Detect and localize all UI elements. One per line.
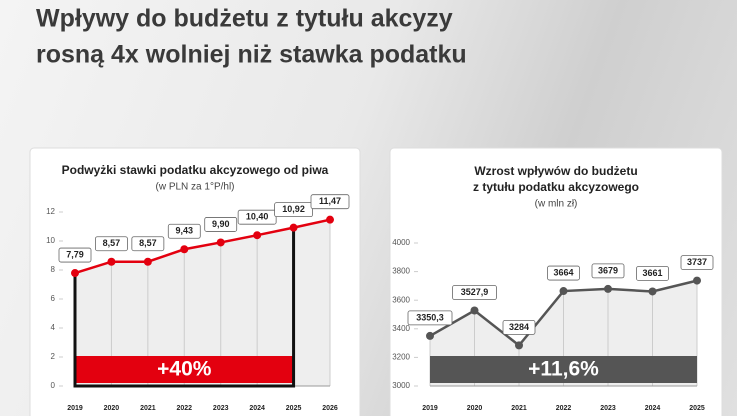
page-title: Wpływy do budżetu z tytułu akcyzy bbox=[36, 5, 453, 33]
x-tick-label: 2020 bbox=[467, 405, 483, 412]
y-tick-label: 8 bbox=[51, 265, 56, 274]
label-box bbox=[636, 266, 669, 281]
y-tick-label: 6 bbox=[51, 294, 56, 303]
point bbox=[289, 223, 298, 232]
y-tick-label: 3000 bbox=[392, 381, 410, 390]
chart-title: Podwyżki stawki podatku akcyzowego od pi… bbox=[62, 163, 329, 177]
chart-title: Wzrost wpływów do budżetu bbox=[474, 164, 637, 178]
point bbox=[515, 341, 523, 350]
point bbox=[180, 245, 189, 254]
x-tick-label: 2022 bbox=[176, 405, 192, 412]
y-tick-label: 0 bbox=[51, 381, 56, 390]
x-tick-label: 2024 bbox=[249, 405, 265, 412]
y-tick-label: 4000 bbox=[392, 238, 410, 247]
label-box bbox=[167, 223, 201, 239]
annotation: +40% bbox=[157, 358, 212, 381]
data-label: 3737 bbox=[687, 257, 707, 267]
point bbox=[71, 269, 79, 278]
page-title: rosną 4x wolniej niż stawka podatku bbox=[36, 41, 467, 69]
chart-subtitle: (w PLN za 1°P/hl) bbox=[155, 182, 234, 193]
label-box bbox=[95, 236, 128, 252]
x-tick-label: 2024 bbox=[645, 405, 661, 412]
data-label: 3679 bbox=[598, 265, 618, 275]
label-box bbox=[310, 194, 350, 210]
point bbox=[326, 215, 334, 224]
label-box bbox=[591, 263, 625, 279]
label-box bbox=[502, 319, 536, 335]
point bbox=[604, 284, 612, 293]
y-tick-label: 10 bbox=[46, 236, 55, 245]
point bbox=[143, 257, 152, 266]
data-label: 9,43 bbox=[176, 226, 194, 236]
y-tick-label: 4 bbox=[51, 323, 56, 332]
point bbox=[253, 231, 262, 240]
frame bbox=[73, 227, 296, 388]
data-label: 3284 bbox=[509, 322, 529, 332]
line bbox=[74, 218, 331, 275]
x-tick-label: 2019 bbox=[422, 405, 438, 412]
x-tick-label: 2021 bbox=[140, 405, 156, 412]
x-tick-label: 2019 bbox=[67, 405, 83, 412]
y-tick-label: 3400 bbox=[392, 324, 410, 333]
x-tick-label: 2020 bbox=[104, 405, 120, 412]
y-tick-label: 2 bbox=[51, 352, 56, 361]
data-label: 8,57 bbox=[103, 238, 121, 248]
label-box bbox=[204, 217, 238, 232]
x-tick-label: 2023 bbox=[213, 405, 229, 412]
x-tick-label: 2022 bbox=[556, 405, 572, 412]
point bbox=[470, 306, 479, 315]
point bbox=[559, 287, 568, 296]
label-box bbox=[274, 202, 313, 218]
label-box bbox=[547, 265, 580, 281]
data-label: 9,90 bbox=[212, 219, 230, 229]
label-box bbox=[131, 236, 165, 252]
y-tick-label: 3800 bbox=[392, 267, 410, 276]
annotation-band bbox=[430, 356, 697, 383]
annotation: +11,6% bbox=[528, 358, 599, 381]
data-label: 11,47 bbox=[319, 196, 341, 206]
data-label: 8,57 bbox=[139, 238, 157, 248]
data-label: 10,40 bbox=[246, 212, 269, 222]
label-box bbox=[237, 209, 277, 225]
x-tick-label: 2026 bbox=[322, 405, 338, 412]
label-box bbox=[407, 310, 453, 326]
area bbox=[75, 219, 330, 386]
chart-subtitle: (w mln zł) bbox=[535, 199, 578, 210]
annotation-band bbox=[75, 356, 294, 383]
label-box bbox=[58, 247, 92, 263]
label-box bbox=[452, 285, 497, 300]
data-label: 3661 bbox=[642, 268, 662, 278]
point bbox=[648, 287, 657, 296]
y-tick-label: 12 bbox=[46, 207, 55, 216]
data-label: 3350,3 bbox=[416, 312, 444, 322]
data-label: 3527,9 bbox=[461, 287, 489, 297]
x-tick-label: 2023 bbox=[600, 405, 616, 412]
chart-title: z tytułu podatku akcyzowego bbox=[473, 180, 639, 194]
label-box bbox=[680, 255, 714, 271]
point bbox=[107, 257, 116, 266]
point bbox=[216, 238, 225, 247]
x-tick-label: 2025 bbox=[689, 405, 705, 412]
point bbox=[693, 276, 701, 285]
x-tick-label: 2021 bbox=[511, 405, 527, 412]
data-label: 10,92 bbox=[282, 204, 305, 214]
point bbox=[426, 331, 434, 340]
x-tick-label: 2025 bbox=[286, 405, 302, 412]
y-tick-label: 3600 bbox=[392, 295, 410, 304]
y-tick-label: 3200 bbox=[392, 353, 410, 362]
data-label: 3664 bbox=[553, 267, 573, 277]
data-label: 7,79 bbox=[66, 249, 84, 259]
